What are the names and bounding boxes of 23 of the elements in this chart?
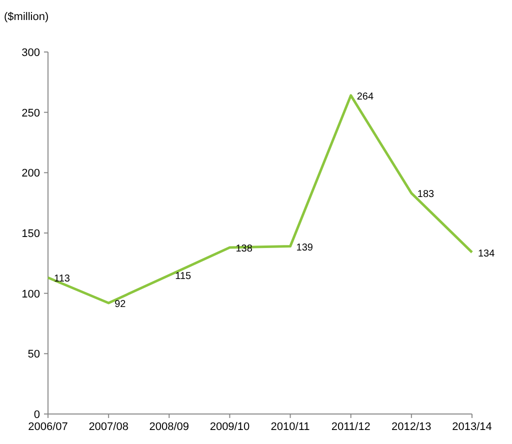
- y-axis-title: ($million): [4, 11, 49, 23]
- x-tick-label: 2007/08: [88, 421, 128, 433]
- data-label: 134: [478, 248, 496, 260]
- data-label: 115: [175, 271, 192, 282]
- y-tick-label: 0: [34, 409, 40, 421]
- y-tick-label: 200: [22, 168, 40, 180]
- data-label: 183: [417, 189, 435, 200]
- x-tick-label: 2010/11: [270, 421, 310, 433]
- y-tick-label: 250: [22, 107, 40, 120]
- x-tick-label: 2008/09: [149, 421, 190, 433]
- x-tick-label: 2009/10: [210, 421, 250, 433]
- x-tick-label: 2011/12: [331, 421, 370, 433]
- data-label: 92: [114, 298, 126, 310]
- data-label: 113: [54, 274, 70, 285]
- y-tick-label: 300: [22, 47, 40, 59]
- y-tick-label: 150: [22, 228, 40, 240]
- x-tick-label: 2013/14: [452, 421, 492, 433]
- data-label: 264: [356, 91, 374, 102]
- data-label: 139: [296, 242, 314, 254]
- y-tick-label: 100: [22, 288, 40, 300]
- x-tick-label: 2012/13: [392, 421, 432, 433]
- x-tick-label: 2006/07: [28, 421, 68, 433]
- y-tick-label: 50: [28, 348, 40, 361]
